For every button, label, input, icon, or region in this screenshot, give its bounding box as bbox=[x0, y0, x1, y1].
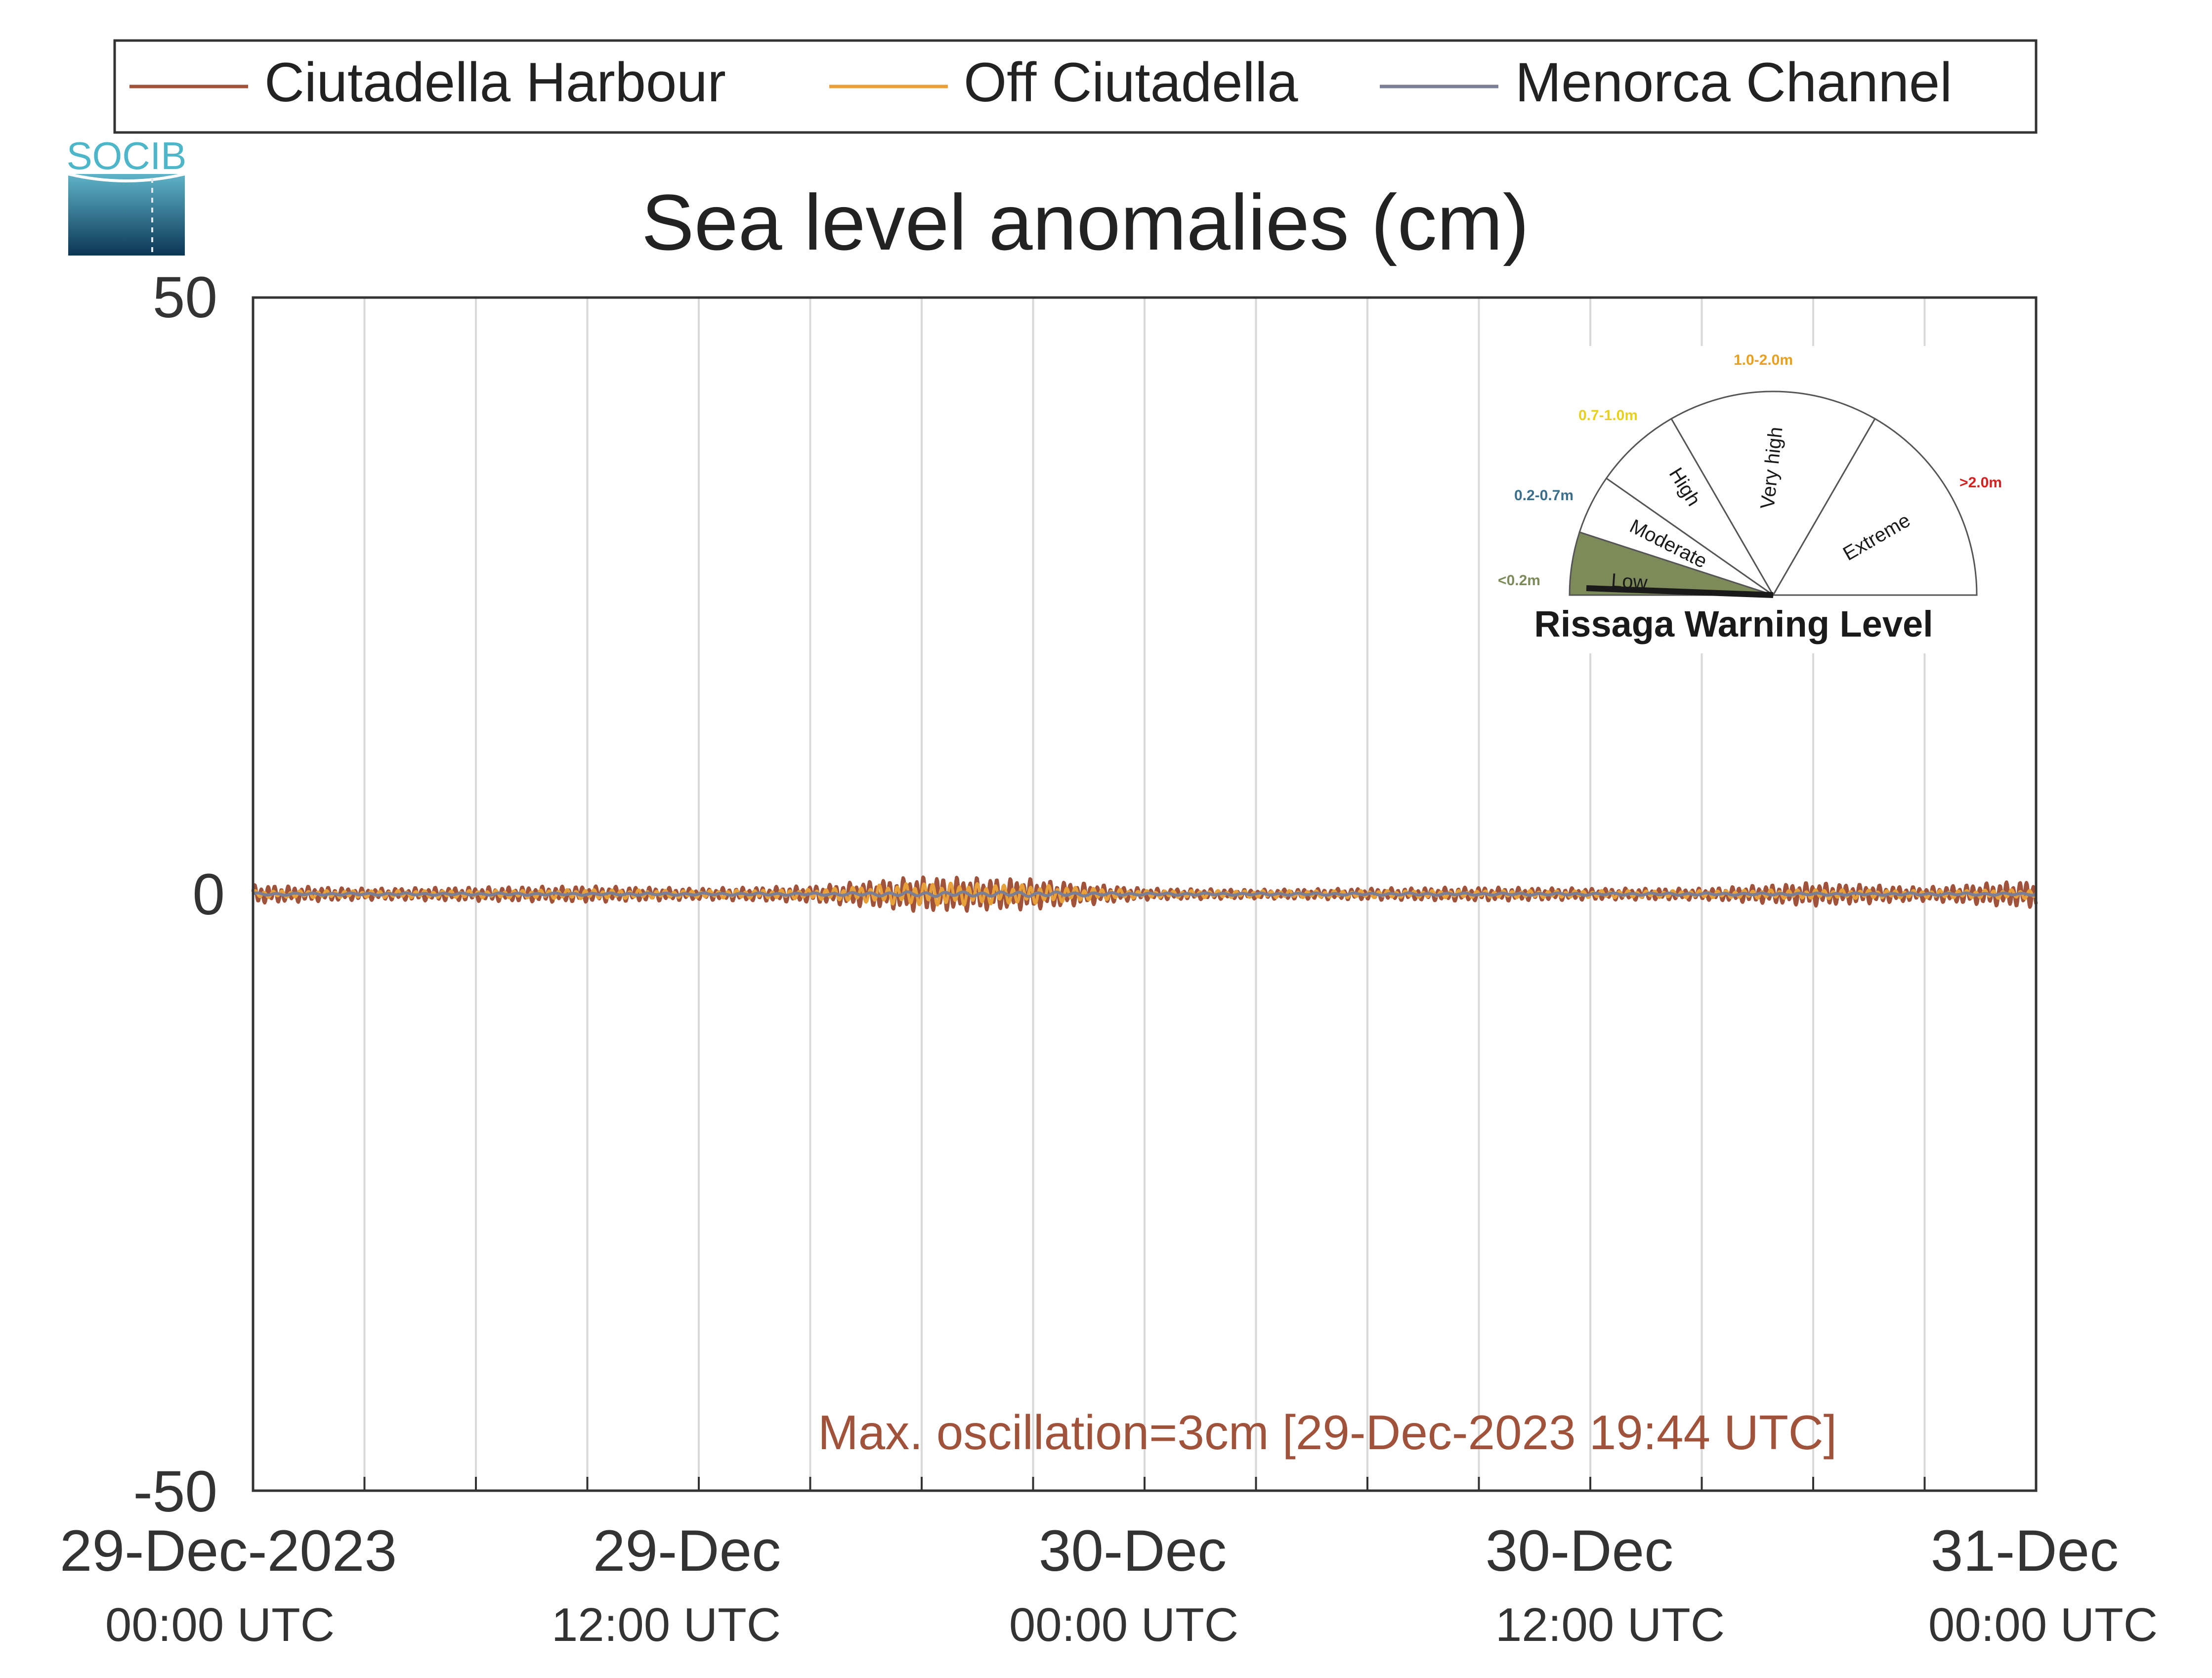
y-tick-minus-50: -50 bbox=[133, 1459, 217, 1524]
x-tick-date-1: 29-Dec bbox=[593, 1518, 781, 1584]
series-line-menorca-channel bbox=[252, 890, 2037, 898]
legend: Ciutadella Harbour Off Ciutadella Menorc… bbox=[113, 39, 2038, 134]
gauge-sector-very-high bbox=[1670, 390, 1876, 597]
gauge-range-extreme: >2.0m bbox=[1959, 474, 2002, 491]
gauge-range-high: 0.7-1.0m bbox=[1578, 407, 1638, 424]
gauge-sector-label-low: Low bbox=[1611, 570, 1648, 594]
x-tick-date-4: 31-Dec bbox=[1931, 1518, 2119, 1584]
gauge-needle bbox=[1586, 585, 1774, 598]
chart-title: Sea level anomalies (cm) bbox=[641, 178, 1529, 266]
x-tick-time-3: 12:00 UTC bbox=[1495, 1598, 1725, 1651]
socib-logo: SOCIB bbox=[67, 134, 187, 256]
x-tick-date-3: 30-Dec bbox=[1486, 1518, 1673, 1584]
x-tick-time-2: 00:00 UTC bbox=[1009, 1598, 1238, 1651]
y-tick-0: 0 bbox=[192, 862, 225, 927]
x-tick-date-2: 30-Dec bbox=[1039, 1518, 1227, 1584]
legend-label-menorca-channel: Menorca Channel bbox=[1515, 51, 1952, 113]
x-tick-date-0: 29-Dec-2023 bbox=[60, 1518, 397, 1584]
legend-label-off-ciutadella: Off Ciutadella bbox=[964, 51, 1298, 113]
gauge-sector-extreme bbox=[1772, 418, 1978, 596]
max-oscillation-annotation: Max. oscillation=3cm [29-Dec-2023 19:44 … bbox=[818, 1405, 1837, 1460]
x-axis: 29-Dec-2023 00:00 UTC 29-Dec 12:00 UTC 3… bbox=[60, 1518, 2158, 1651]
gauge-sectors bbox=[1569, 390, 1978, 597]
y-axis: 50 0 -50 bbox=[133, 265, 225, 1524]
plot-frame bbox=[252, 296, 2038, 1492]
y-tick-50: 50 bbox=[153, 265, 217, 330]
gauge-range-low: <0.2m bbox=[1498, 572, 1540, 589]
rissaga-warning-gauge: Low Moderate High Very high Extreme <0.2… bbox=[1488, 346, 2010, 653]
x-tick-time-1: 12:00 UTC bbox=[552, 1598, 781, 1651]
x-tick-time-0: 00:00 UTC bbox=[105, 1598, 335, 1651]
series-layer bbox=[251, 875, 2038, 913]
bottom-ticks bbox=[363, 1477, 1926, 1491]
gauge-range-very-high: 1.0-2.0m bbox=[1734, 352, 1793, 368]
gauge-sector-high bbox=[1605, 418, 1774, 596]
legend-box bbox=[113, 39, 2038, 134]
logo-text: SOCIB bbox=[67, 134, 187, 177]
gauge-range-moderate: 0.2-0.7m bbox=[1514, 487, 1574, 504]
x-tick-time-4: 00:00 UTC bbox=[1928, 1598, 2158, 1651]
gauge-title: Rissaga Warning Level bbox=[1534, 603, 1933, 645]
legend-label-ciutadella-harbour: Ciutadella Harbour bbox=[264, 51, 726, 113]
